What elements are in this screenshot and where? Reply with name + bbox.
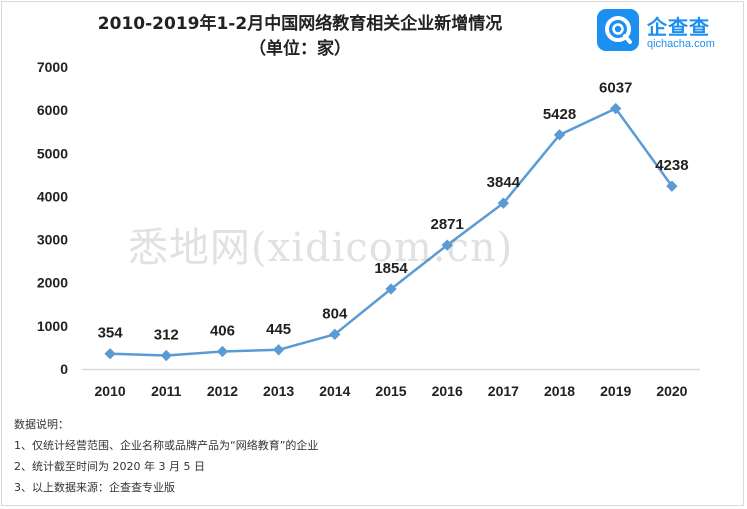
note-item: 3、以上数据来源：企查查专业版: [14, 481, 175, 494]
x-tick-label: 2018: [544, 383, 575, 399]
data-label: 5428: [543, 106, 576, 123]
notes-heading: 数据说明：: [14, 418, 69, 431]
data-point-marker: [497, 197, 510, 209]
x-tick-label: 2017: [488, 383, 519, 399]
y-tick-label: 0: [60, 361, 68, 377]
y-tick-label: 1000: [37, 318, 68, 334]
data-label: 2871: [430, 216, 463, 233]
y-tick-label: 2000: [37, 275, 68, 291]
data-point-marker: [553, 129, 566, 141]
x-tick-label: 2014: [319, 383, 350, 399]
data-point-marker: [441, 239, 453, 251]
qichacha-q-icon: [597, 9, 639, 51]
data-label: 354: [98, 325, 124, 342]
y-tick-label: 4000: [37, 188, 68, 204]
data-point-marker: [160, 349, 172, 362]
data-label: 4238: [655, 157, 688, 174]
data-label: 6037: [599, 80, 632, 97]
qichacha-logo: 企查查 qichacha.com: [597, 9, 737, 59]
x-tick-label: 2016: [432, 383, 463, 399]
x-tick-label: 2012: [207, 383, 238, 399]
x-tick-label: 2015: [375, 383, 406, 399]
data-point-marker: [216, 345, 229, 358]
note-item: 2、统计截至时间为 2020 年 3 月 5 日: [14, 460, 205, 473]
chart-unit-subtitle: （单位：家）: [249, 39, 351, 59]
data-point-marker: [104, 348, 116, 360]
chart-title: 2010-2019年1-2月中国网络教育相关企业新增情况: [97, 14, 503, 34]
y-tick-label: 7000: [37, 59, 68, 75]
data-label: 3844: [487, 174, 521, 191]
data-label: 445: [266, 321, 291, 338]
data-point-marker: [272, 344, 285, 356]
logo-url: qichacha.com: [647, 38, 715, 50]
data-label: 804: [322, 305, 348, 322]
data-label: 1854: [374, 260, 408, 277]
note-item: 1、仅统计经营范围、企业名称或品牌产品为“网络教育”的企业: [14, 439, 319, 452]
x-axis: 2010 2011 2012 2013 2014 2015 2016 2017 2018 2019…: [95, 383, 688, 399]
y-axis: 0 1000 2000 3000 4000 5000 6000 7000: [37, 59, 68, 377]
x-tick-label: 2019: [600, 383, 631, 399]
x-tick-label: 2013: [263, 383, 294, 399]
data-label: 312: [154, 327, 179, 344]
data-point-marker: [666, 180, 678, 192]
data-notes: 数据说明： 1、仅统计经营范围、企业名称或品牌产品为“网络教育”的企业 2、统计…: [14, 414, 318, 498]
data-label: 406: [210, 322, 235, 339]
x-tick-label: 2010: [95, 383, 126, 399]
y-tick-label: 6000: [37, 102, 68, 118]
watermark-text: 悉地网(xidicom.cn): [128, 225, 514, 271]
x-tick-label: 2011: [151, 383, 182, 399]
data-point-marker: [329, 328, 341, 340]
data-labels: 354 312 406 445 804 1854 2871 3844 5428 6037 4238: [98, 80, 689, 344]
logo-name: 企查查: [647, 15, 710, 39]
x-tick-label: 2020: [656, 383, 687, 399]
y-tick-label: 5000: [37, 145, 68, 161]
y-tick-label: 3000: [37, 232, 68, 248]
data-point-marker: [385, 283, 397, 295]
